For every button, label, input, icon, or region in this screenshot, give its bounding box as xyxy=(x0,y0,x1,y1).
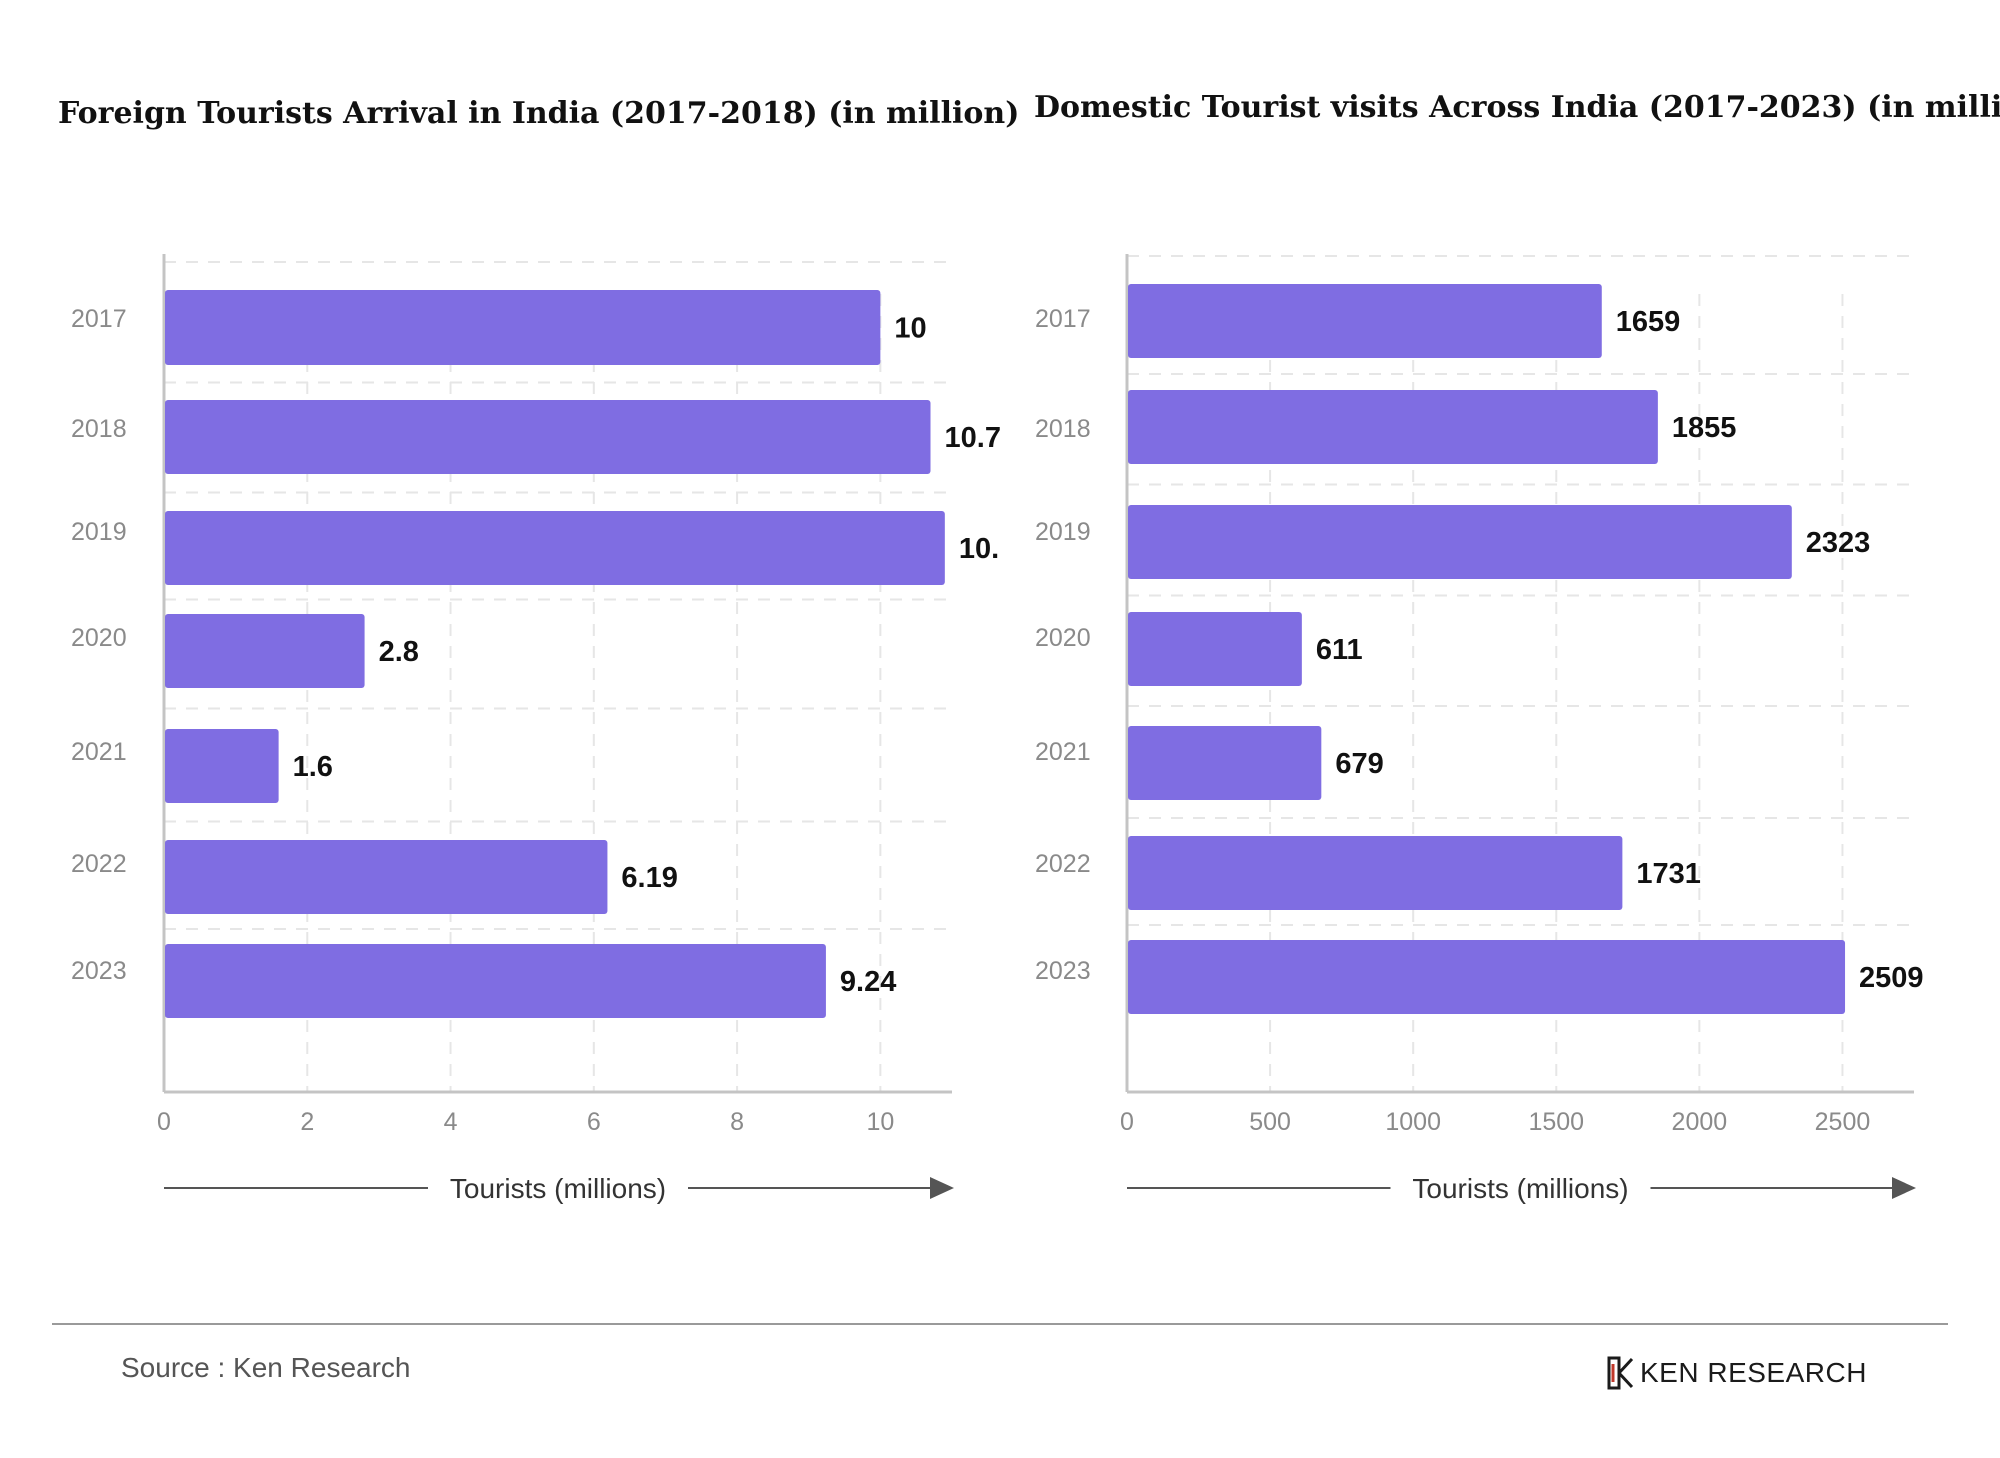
domestic-x-tick-label: 1500 xyxy=(1528,1108,1584,1136)
domestic-category-label: 2023 xyxy=(1035,957,1091,985)
foreign-value-label: 6.19 xyxy=(621,862,677,894)
foreign-chart-title: Foreign Tourists Arrival in India (2017-… xyxy=(58,96,1020,131)
footer-divider xyxy=(52,1323,1948,1325)
domestic-category-label: 2019 xyxy=(1035,518,1091,546)
foreign-bar-2021 xyxy=(165,729,279,803)
domestic-x-axis-title: Tourists (millions) xyxy=(1412,1173,1628,1204)
domestic-value-label: 1855 xyxy=(1672,412,1737,444)
foreign-value-label: 10.7 xyxy=(945,422,1000,454)
foreign-bar-2017 xyxy=(165,290,881,365)
domestic-value-label: 679 xyxy=(1335,748,1383,780)
domestic-x-tick-label: 0 xyxy=(1120,1108,1134,1136)
domestic-category-label: 2021 xyxy=(1035,738,1091,766)
domestic-category-label: 2022 xyxy=(1035,850,1091,878)
foreign-category-label: 2017 xyxy=(71,305,127,333)
domestic-value-label: 1659 xyxy=(1616,306,1681,338)
foreign-x-tick-label: 6 xyxy=(587,1108,601,1136)
foreign-category-label: 2020 xyxy=(71,624,127,652)
domestic-x-tick-label: 2000 xyxy=(1672,1108,1728,1136)
foreign-axis-arrowhead-icon xyxy=(930,1177,954,1199)
foreign-x-tick-label: 2 xyxy=(300,1108,314,1136)
domestic-value-label: 611 xyxy=(1316,634,1363,666)
domestic-value-label: 1731 xyxy=(1636,858,1701,890)
foreign-value-label: 10 xyxy=(894,313,926,345)
domestic-tourists-chart: 0 500 1000 1500 2000 2500 2017 1659 2018 1855 2019… xyxy=(1035,254,1924,1204)
foreign-value-label: 9.24 xyxy=(840,966,896,998)
foreign-x-tick-label: 10 xyxy=(866,1108,894,1136)
domestic-bar-2021 xyxy=(1128,726,1322,800)
domestic-value-label: 2323 xyxy=(1806,527,1871,559)
domestic-x-tick-label: 1000 xyxy=(1385,1108,1441,1136)
ken-research-logo-icon xyxy=(1607,1356,1634,1390)
domestic-category-label: 2017 xyxy=(1035,305,1091,333)
foreign-category-label: 2023 xyxy=(71,957,127,985)
foreign-category-label: 2022 xyxy=(71,850,127,878)
ken-research-logo: KEN RESEARCH xyxy=(1606,1355,1867,1391)
foreign-value-label: 2.8 xyxy=(379,636,419,668)
source-note: Source : Ken Research xyxy=(121,1352,411,1383)
foreign-bar-2023 xyxy=(165,944,826,1018)
foreign-x-tick-label: 8 xyxy=(730,1108,744,1136)
foreign-bar-2018 xyxy=(165,400,931,474)
foreign-x-tick-label: 4 xyxy=(444,1108,458,1136)
foreign-x-axis-title: Tourists (millions) xyxy=(450,1173,666,1204)
foreign-category-label: 2021 xyxy=(71,738,127,766)
logo-text: KEN RESEARCH xyxy=(1640,1357,1867,1388)
domestic-chart-title: Domestic Tourist visits Across India (20… xyxy=(1034,90,2000,125)
foreign-value-label: 1.6 xyxy=(293,751,333,783)
foreign-bar-2019 xyxy=(165,511,945,585)
foreign-category-label: 2018 xyxy=(71,415,127,443)
foreign-x-tick-label: 0 xyxy=(157,1108,171,1136)
domestic-category-label: 2020 xyxy=(1035,624,1091,652)
domestic-value-label: 2509 xyxy=(1859,962,1924,994)
domestic-bar-2018 xyxy=(1128,390,1658,464)
domestic-bar-2022 xyxy=(1128,836,1623,910)
domestic-bar-2017 xyxy=(1128,284,1602,358)
foreign-bar-2020 xyxy=(165,614,365,688)
foreign-category-label: 2019 xyxy=(71,518,127,546)
foreign-tourists-chart: 0 2 4 6 8 10 2017 10 2018 10.7 2019 10.9 2020 2.8 2021… xyxy=(71,254,1000,1204)
domestic-bar-2020 xyxy=(1128,612,1302,686)
foreign-value-label: 10.9 xyxy=(959,533,1000,565)
domestic-x-tick-label: 2500 xyxy=(1815,1108,1871,1136)
domestic-bar-2019 xyxy=(1128,505,1792,579)
foreign-bar-2022 xyxy=(165,840,608,914)
domestic-bar-2023 xyxy=(1128,940,1846,1014)
domestic-axis-arrowhead-icon xyxy=(1892,1177,1916,1199)
domestic-x-tick-label: 500 xyxy=(1249,1108,1291,1136)
domestic-category-label: 2018 xyxy=(1035,415,1091,443)
